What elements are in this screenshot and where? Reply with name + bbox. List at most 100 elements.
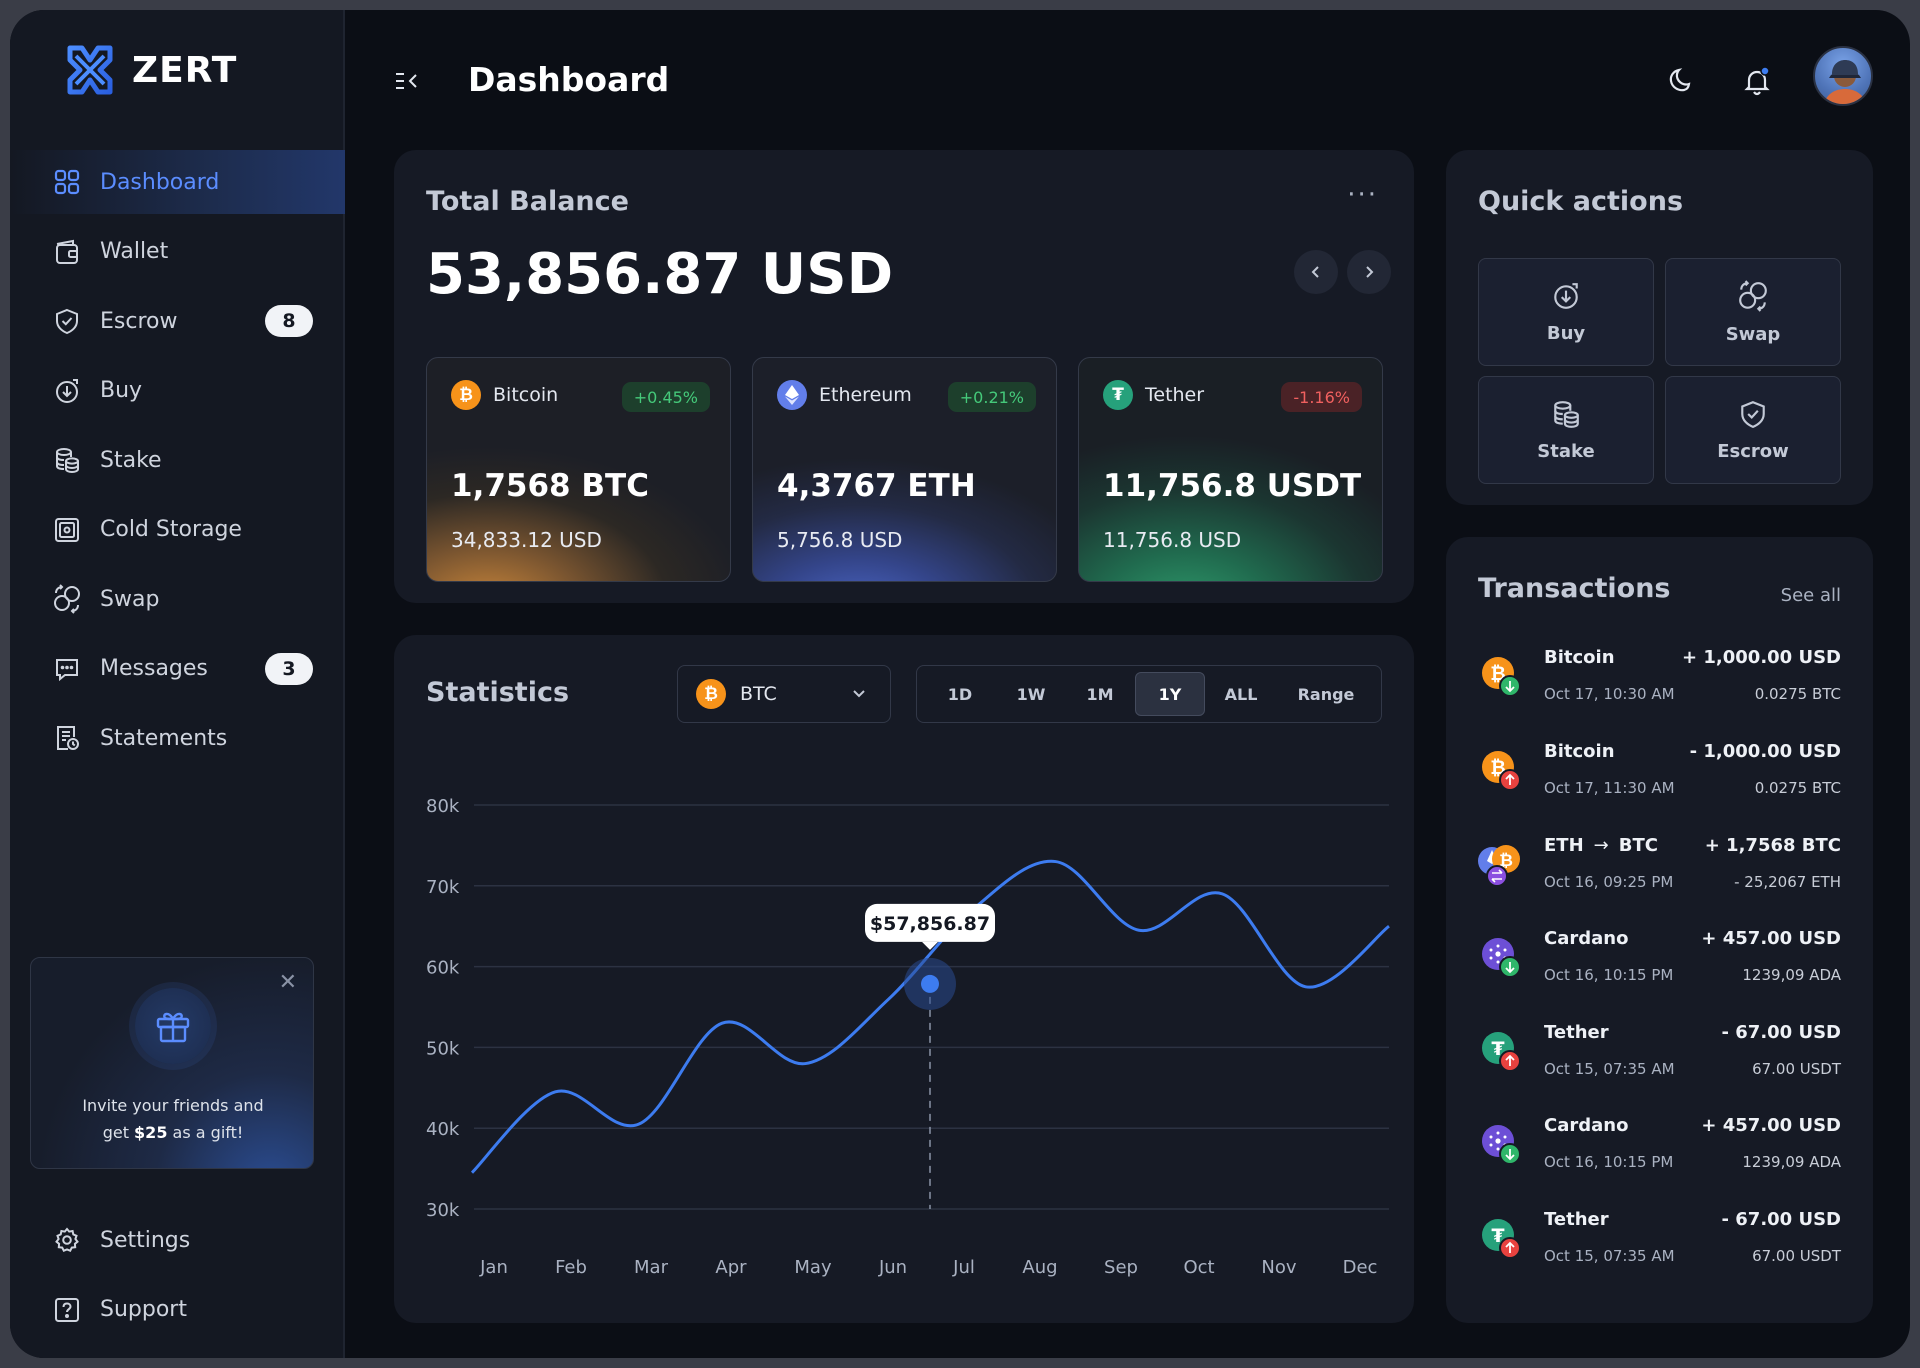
cardano-icon xyxy=(1482,1125,1521,1165)
buy-icon xyxy=(52,376,82,406)
x-tick-label: Oct xyxy=(1183,1257,1214,1278)
chevron-down-icon xyxy=(853,690,865,698)
range-1w[interactable]: 1W xyxy=(1016,684,1046,704)
sidebar-item-wallet[interactable]: Wallet xyxy=(10,220,345,284)
swap-icon xyxy=(1739,279,1767,312)
transaction-row[interactable]: ₿ Bitcoin Oct 17, 10:30 AM + 1,000.00 USD 0.… xyxy=(1478,647,1841,727)
transaction-row[interactable]: ₿ Bitcoin Oct 17, 11:30 AM - 1,000.00 USD 0.… xyxy=(1478,741,1841,821)
gift-icon xyxy=(135,988,211,1064)
transaction-amount: + 457.00 USD xyxy=(1701,1115,1841,1136)
invite-banner: ✕ Invite your friends and get $25 as a g… xyxy=(30,957,314,1169)
statistics-title: Statistics xyxy=(426,677,570,708)
sidebar-item-escrow[interactable]: Escrow 8 xyxy=(10,289,345,353)
next-button[interactable] xyxy=(1347,250,1391,294)
close-icon[interactable]: ✕ xyxy=(278,970,297,995)
x-tick-label: Apr xyxy=(715,1257,747,1278)
range-1m[interactable]: 1M xyxy=(1086,684,1114,704)
range-1y[interactable]: 1Y xyxy=(1135,672,1205,716)
tooltip-pointer xyxy=(922,941,938,950)
sidebar-item-label: Stake xyxy=(100,447,162,473)
transaction-row[interactable]: ₮ Tether Oct 15, 07:35 AM - 67.00 USD 67.00 … xyxy=(1478,1209,1841,1289)
buy-icon xyxy=(1554,282,1578,309)
range-selector: 1D 1W 1M 1Y ALL Range xyxy=(916,665,1382,723)
sidebar-item-stake[interactable]: Stake xyxy=(10,428,345,492)
sidebar-item-label: Buy xyxy=(100,378,143,403)
message-icon xyxy=(52,654,82,684)
sidebar-item-settings[interactable]: Settings xyxy=(10,1208,345,1272)
quick-stake-button[interactable]: Stake xyxy=(1478,376,1654,484)
transaction-amount: - 67.00 USD xyxy=(1721,1022,1841,1043)
quick-escrow-button[interactable]: Escrow xyxy=(1665,376,1841,484)
ethereum-card[interactable]: Ethereum +0.21% 4,3767 ETH 5,756.8 USD xyxy=(752,357,1057,582)
collapse-sidebar-icon[interactable] xyxy=(394,70,420,96)
x-tick-label: Sep xyxy=(1104,1257,1138,1278)
transaction-row[interactable]: Cardano Oct 16, 10:15 PM + 457.00 USD 1239,… xyxy=(1478,1115,1841,1195)
coin-name: Bitcoin xyxy=(493,384,559,406)
transaction-name: ETH → BTC xyxy=(1544,835,1658,856)
ethereum-icon xyxy=(777,380,807,410)
transaction-name: Cardano xyxy=(1544,928,1629,949)
shield-icon xyxy=(52,306,82,336)
tether-icon: ₮ xyxy=(1482,1032,1521,1072)
sidebar-item-statements[interactable]: Statements xyxy=(10,706,345,770)
coin-usd-value: 34,833.12 USD xyxy=(451,528,602,552)
transaction-amount: - 67.00 USD xyxy=(1721,1209,1841,1230)
tether-card[interactable]: ₮ Tether -1.16% 11,756.8 USDT 11,756.8 U… xyxy=(1078,357,1383,582)
asset-select[interactable]: ₿ BTC xyxy=(677,665,891,723)
transaction-row[interactable]: Cardano Oct 16, 10:15 PM + 457.00 USD 1239,… xyxy=(1478,928,1841,1008)
bitcoin-icon: ₿ xyxy=(1482,657,1521,697)
x-tick-label: May xyxy=(794,1257,832,1278)
logo[interactable]: ZERT xyxy=(62,42,237,98)
sidebar-item-support[interactable]: Support xyxy=(10,1278,345,1342)
quick-swap-button[interactable]: Swap xyxy=(1665,258,1841,366)
avatar[interactable] xyxy=(1813,46,1873,106)
tether-icon: ₮ xyxy=(1103,380,1133,410)
sidebar-item-label: Support xyxy=(100,1297,187,1322)
bitcoin-card[interactable]: ₿ Bitcoin +0.45% 1,7568 BTC 34,833.12 US… xyxy=(426,357,731,582)
cardano-icon xyxy=(1482,938,1521,978)
prev-button[interactable] xyxy=(1294,250,1338,294)
range-all[interactable]: ALL xyxy=(1224,684,1258,704)
arrow-right-icon: → xyxy=(1593,835,1609,856)
y-tick-label: 50k xyxy=(426,1038,460,1059)
transaction-crypto-amount: 1239,09 ADA xyxy=(1742,1153,1841,1171)
coin-usd-value: 11,756.8 USD xyxy=(1103,528,1242,552)
sidebar-item-dashboard[interactable]: Dashboard xyxy=(10,150,345,214)
safe-icon xyxy=(52,515,82,545)
transaction-row[interactable]: ₿ ETH → BTC Oct 16, 09:25 PM + 1,7568 BTC - 25… xyxy=(1478,835,1841,915)
y-tick-label: 60k xyxy=(426,958,460,979)
x-tick-label: Dec xyxy=(1343,1257,1378,1278)
more-options-icon[interactable]: ··· xyxy=(1347,180,1378,210)
statistics-card: 80k 70k 60k 50k 40k 30k Jan Feb Mar Apr May Jun Jul A… xyxy=(394,635,1414,1323)
sidebar-item-label: Wallet xyxy=(100,239,169,264)
change-badge: +0.45% xyxy=(621,382,710,412)
transaction-time: Oct 16, 09:25 PM xyxy=(1544,873,1674,891)
sidebar-item-label: Settings xyxy=(100,1227,191,1253)
bell-icon[interactable] xyxy=(1742,66,1772,100)
range-custom[interactable]: Range xyxy=(1297,684,1355,704)
transactions-title: Transactions xyxy=(1478,573,1671,604)
transaction-name: Bitcoin xyxy=(1544,741,1615,762)
sidebar-item-swap[interactable]: Swap xyxy=(10,567,345,631)
tooltip-box xyxy=(865,903,995,942)
quick-buy-button[interactable]: Buy xyxy=(1478,258,1654,366)
transaction-amount: + 457.00 USD xyxy=(1701,928,1841,949)
transaction-crypto-amount: - 25,2067 ETH xyxy=(1734,873,1841,891)
y-tick-label: 80k xyxy=(426,796,460,817)
sidebar-item-messages[interactable]: Messages 3 xyxy=(10,637,345,701)
moon-icon[interactable] xyxy=(1667,66,1695,98)
sidebar-item-label: Dashboard xyxy=(100,169,220,195)
transaction-row[interactable]: ₮ Tether Oct 15, 07:35 AM - 67.00 USD 67.00 … xyxy=(1478,1022,1841,1102)
sidebar-item-cold-storage[interactable]: Cold Storage xyxy=(10,498,345,562)
transaction-time: Oct 17, 11:30 AM xyxy=(1544,779,1675,797)
sidebar-item-buy[interactable]: Buy xyxy=(10,359,345,423)
range-1d[interactable]: 1D xyxy=(947,684,973,704)
help-icon xyxy=(52,1295,82,1325)
swap-icon xyxy=(52,584,82,614)
escrow-count-badge: 8 xyxy=(265,305,313,337)
balance-value: 53,856.87 USD xyxy=(426,242,894,307)
y-tick-label: 70k xyxy=(426,877,460,898)
see-all-link[interactable]: See all xyxy=(1780,585,1841,606)
transaction-crypto-amount: 0.0275 BTC xyxy=(1754,685,1841,703)
transactions-card: Transactions See all ₿ Bitcoin Oct 17, 10:… xyxy=(1446,537,1873,1323)
